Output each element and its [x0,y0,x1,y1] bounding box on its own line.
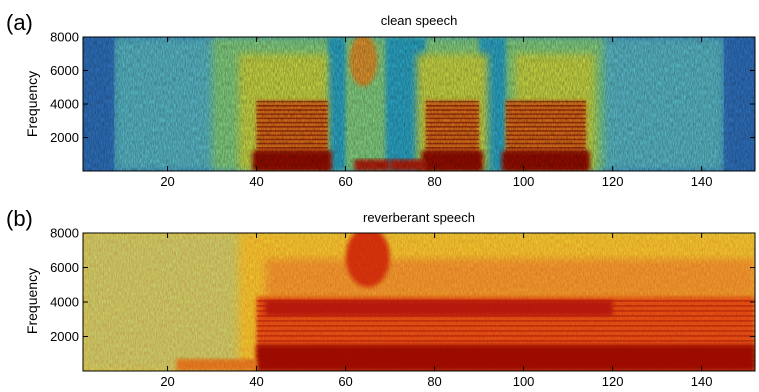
x-tick-label: 20 [160,374,174,389]
clean-speech-axes: 20 40 60 80 100 120 140 2000 4000 6000 8000 [50,30,755,189]
x-tick-label: 140 [691,374,713,389]
x-tick-label: 100 [513,374,535,389]
y-tick-label: 6000 [50,63,79,78]
x-tick-label: 40 [249,174,263,189]
panel-a-title: clean speech [380,13,458,28]
x-tick-label: 60 [338,174,352,189]
reverberant-speech-axes: 20 40 60 80 100 120 140 2000 4000 6000 8000 [50,226,755,389]
y-tick-label: 2000 [50,130,79,145]
panel-b-title: reverberant speech [362,210,475,225]
y-tick-label: 8000 [50,30,79,45]
x-tick-label: 140 [691,174,713,189]
heatmap-noise [83,233,755,371]
clean-speech-heatmap [83,37,755,171]
y-tick-label: 8000 [50,226,79,241]
x-tick-label: 120 [602,374,624,389]
x-tick-label: 80 [427,174,441,189]
y-tick-label: 2000 [50,329,79,344]
heatmap-noise [83,37,755,171]
panel-a-tag: (a) [6,10,33,35]
x-tick-label: 120 [602,174,624,189]
y-tick-label: 4000 [50,97,79,112]
y-tick-label: 4000 [50,295,79,310]
x-tick-label: 100 [513,174,535,189]
y-tick-label: 6000 [50,260,79,275]
panel-b-tag: (b) [6,206,33,231]
reverberant-speech-plot [83,233,755,371]
clean-speech-plot [83,37,755,171]
reverberant-speech-heatmap [83,233,755,371]
x-tick-label: 60 [338,374,352,389]
x-tick-label: 40 [249,374,263,389]
x-tick-label: 20 [160,174,174,189]
x-tick-label: 80 [427,374,441,389]
